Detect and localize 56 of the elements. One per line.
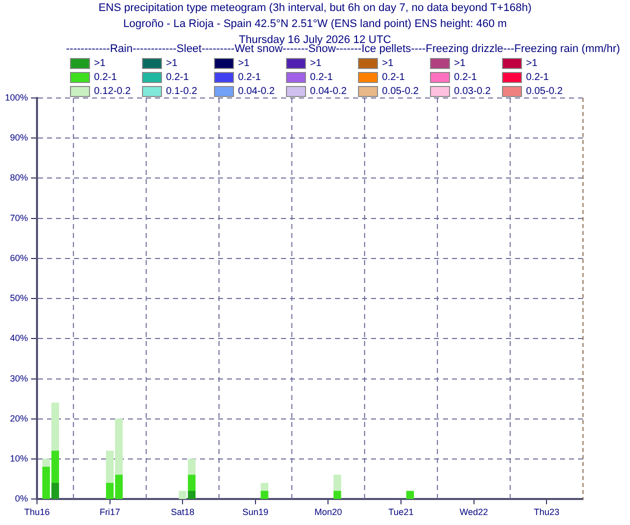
legend-label: 0.12-0.2 (94, 86, 131, 96)
bar (188, 458, 196, 476)
y-tick-label: 70% (10, 212, 28, 223)
legend-label: >1 (310, 58, 322, 68)
bar (260, 490, 268, 500)
bar (260, 482, 268, 492)
legend-label: 0.2-1 (238, 72, 261, 82)
legend-label: >1 (166, 58, 178, 68)
legend-label: >1 (526, 58, 538, 68)
bar (333, 490, 342, 500)
y-tick-label: 20% (10, 413, 28, 424)
legend-label: 0.2-1 (454, 72, 477, 82)
legend-label: 0.1-0.2 (166, 86, 198, 96)
x-tick-label: Thu16 (24, 507, 50, 518)
bar (178, 490, 186, 500)
y-tick-label: 80% (10, 172, 28, 183)
legend-label: >1 (382, 58, 394, 68)
x-tick-label: Mon20 (314, 507, 342, 518)
legend-label: 0.03-0.2 (454, 86, 491, 96)
legend-title: ------------Rain------------Sleet---------Wet snow-------Snow-------Ice pellets----Freezing drizzle---Freezing rain (mm/hr) (66, 43, 620, 55)
legend-label: 0.05-0.2 (526, 86, 563, 96)
y-tick-label: 0% (15, 494, 28, 504)
x-tick-label: Wed22 (460, 507, 488, 518)
legend-label: >1 (238, 58, 250, 68)
y-tick-label: 30% (10, 373, 28, 384)
x-tick-label: Tue21 (388, 507, 414, 518)
legend-label: 0.2-1 (94, 72, 117, 82)
legend-label: 0.2-1 (382, 72, 405, 82)
bar (42, 458, 50, 468)
x-tick-label: Fri17 (100, 507, 120, 518)
bar (51, 482, 60, 500)
bar (406, 490, 414, 500)
y-tick-label: 50% (10, 293, 28, 304)
y-tick-label: 40% (10, 333, 28, 344)
x-tick-label: Sat18 (170, 507, 194, 518)
y-tick-label: 90% (10, 132, 28, 143)
text: Thursday 16 July 2026 12 UTC (238, 33, 392, 46)
legend-label: 0.2-1 (526, 72, 549, 82)
bar (188, 490, 196, 500)
y-tick-label: 100% (4, 92, 28, 102)
legend-label: 0.05-0.2 (382, 86, 419, 96)
legend-label: 0.2-1 (166, 72, 189, 82)
x-tick-label: Sun19 (242, 507, 268, 518)
y-tick-label: 10% (10, 454, 28, 464)
x-tick-label: Thu23 (534, 507, 560, 518)
legend-label: 0.2-1 (310, 72, 333, 82)
bar (51, 402, 60, 452)
legend-label: 0.04-0.2 (238, 86, 275, 96)
legend-label: 0.04-0.2 (310, 86, 347, 96)
y-tick-label: 60% (10, 252, 28, 263)
chart-title: ENS precipitation type meteogram (3h interval, but 6h on day 7, no data beyond T+168h) (97, 1, 533, 16)
bar (188, 474, 196, 492)
legend-label: >1 (454, 58, 466, 68)
chart-subtitle: Logroño - La Rioja - Spain 42.5°N 2.51°W (ENS land point) ENS height: 460 m (122, 17, 508, 32)
bar (333, 474, 342, 492)
legend-label: >1 (94, 58, 106, 68)
